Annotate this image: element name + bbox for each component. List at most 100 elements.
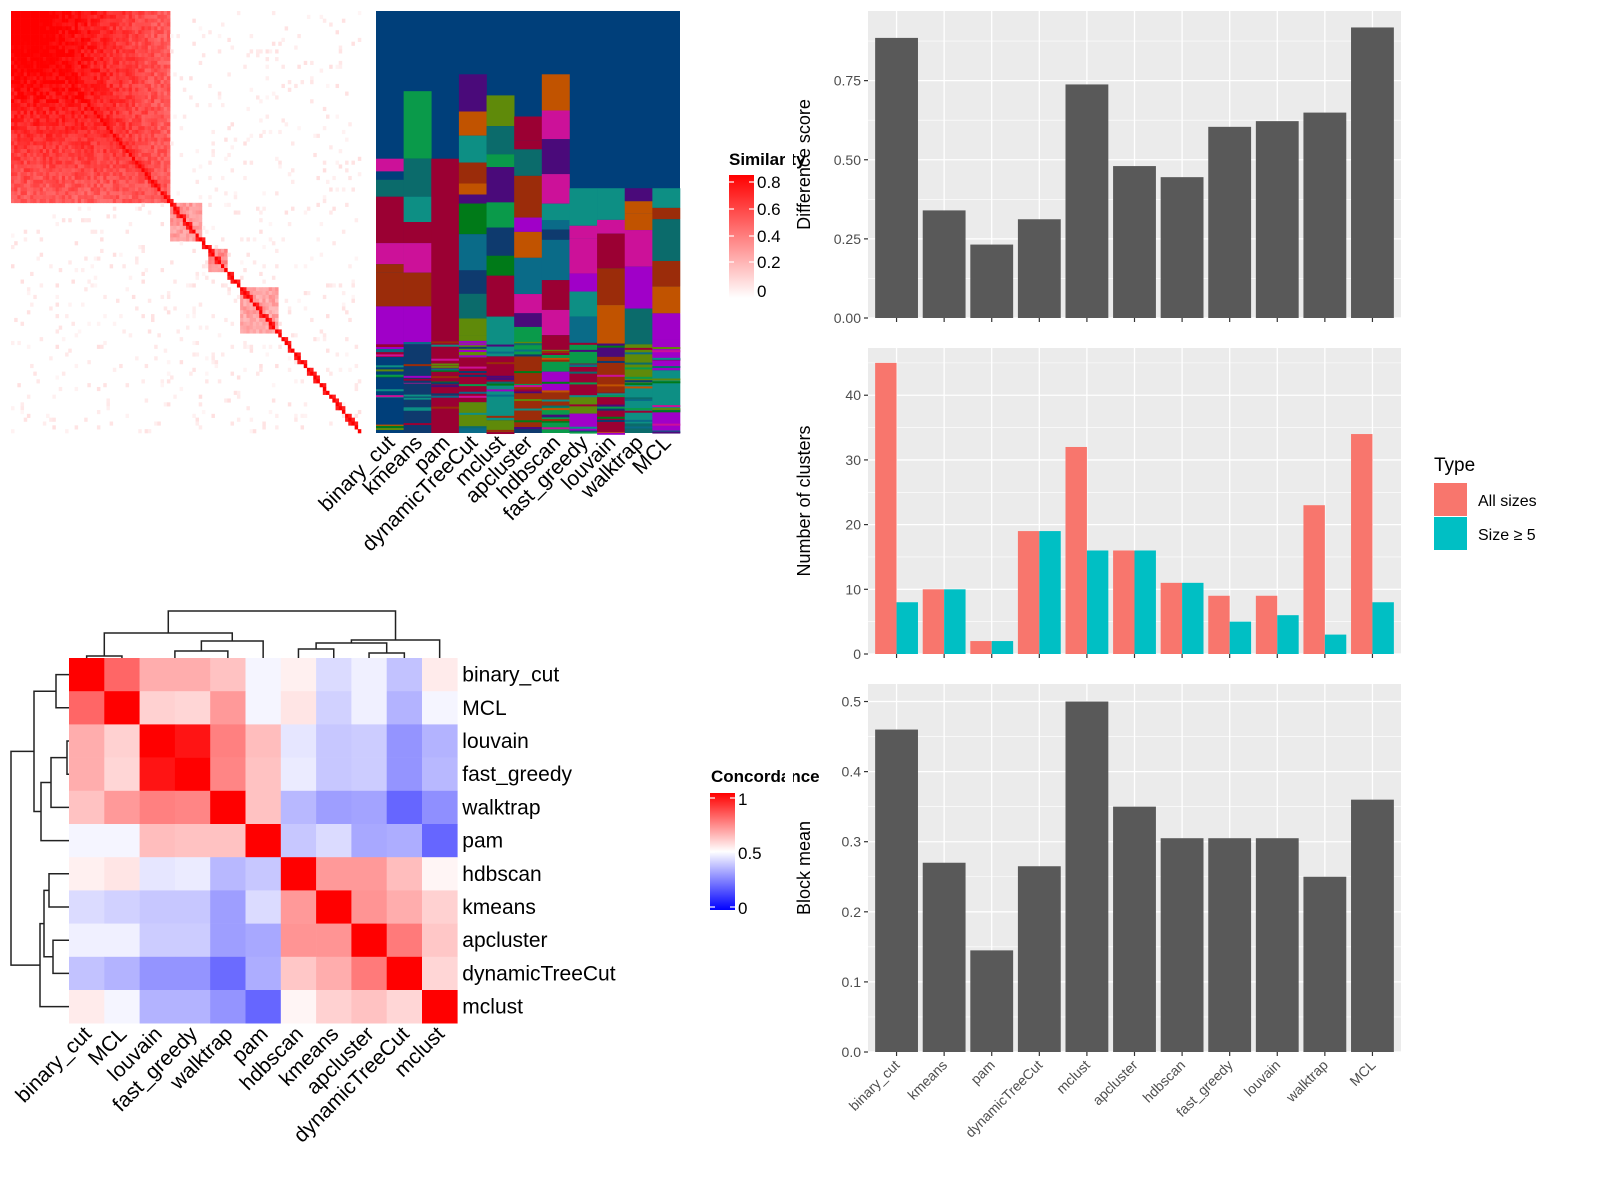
similarity-cell <box>100 114 104 119</box>
similarity-cell <box>112 160 117 165</box>
membership-stripe <box>486 377 515 380</box>
similarity-cell <box>55 83 60 89</box>
similarity-cell <box>182 206 187 211</box>
similarity-cell <box>26 141 31 146</box>
similarity-cell <box>138 187 142 192</box>
similarity-cell <box>141 14 145 19</box>
similarity-cell <box>297 64 301 69</box>
similarity-cell <box>90 141 95 146</box>
similarity-cell <box>52 118 56 123</box>
similarity-cell <box>131 106 136 112</box>
similarity-cell <box>246 53 250 58</box>
similarity-cell <box>119 57 123 62</box>
similarity-cell <box>61 179 66 184</box>
similarity-cell <box>182 87 187 92</box>
similarity-cell <box>135 129 139 135</box>
membership-band <box>652 339 681 371</box>
similarity-cell <box>214 256 219 261</box>
similarity-cell <box>90 99 95 104</box>
similarity-cell <box>36 22 40 27</box>
membership-stripe <box>652 410 681 413</box>
similarity-cell <box>138 106 142 112</box>
similarity-cell <box>195 210 200 215</box>
bar <box>1065 701 1109 1052</box>
similarity-cell <box>338 402 343 407</box>
similarity-cell <box>268 344 273 349</box>
similarity-cell <box>154 114 158 119</box>
similarity-cell <box>90 18 95 23</box>
similarity-cell <box>103 114 107 119</box>
similarity-cell <box>122 45 126 50</box>
similarity-cell <box>224 137 228 142</box>
similarity-cell <box>93 129 98 135</box>
similarity-cell <box>147 179 152 184</box>
similarity-cell <box>341 291 346 296</box>
similarity-cell <box>52 214 56 219</box>
similarity-cell <box>11 175 15 181</box>
membership-band <box>569 363 598 397</box>
similarity-cell <box>77 60 82 66</box>
similarity-cell <box>61 152 66 158</box>
membership-band <box>486 95 515 127</box>
similarity-cell <box>144 57 149 62</box>
similarity-cell <box>154 421 158 426</box>
similarity-cell <box>268 298 273 303</box>
similarity-cell <box>313 152 317 158</box>
membership-band <box>376 264 404 273</box>
similarity-cell <box>173 225 177 230</box>
similarity-cell <box>100 80 104 85</box>
similarity-cell <box>224 156 228 161</box>
similarity-cell <box>243 310 247 315</box>
similarity-cell <box>144 114 149 119</box>
similarity-cell <box>81 76 85 81</box>
similarity-cell <box>135 114 139 119</box>
similarity-cell <box>61 195 66 200</box>
membership-band <box>624 188 653 202</box>
similarity-cell <box>87 206 91 211</box>
similarity-cell <box>87 195 91 200</box>
similarity-cell <box>135 152 139 158</box>
similarity-cell <box>46 26 50 31</box>
similarity-cell <box>84 164 88 169</box>
similarity-cell <box>157 152 161 158</box>
similarity-cell <box>144 152 149 158</box>
similarity-cell <box>163 26 168 31</box>
similarity-cell <box>71 64 75 69</box>
similarity-cell <box>81 41 85 46</box>
similarity-cell <box>77 95 82 100</box>
membership-stripe <box>376 428 404 431</box>
similarity-cell <box>36 256 40 261</box>
membership-stripe <box>514 354 543 357</box>
similarity-cell <box>84 160 88 165</box>
membership-stripe <box>431 369 460 372</box>
similarity-cell <box>135 91 139 96</box>
similarity-cell <box>249 160 254 165</box>
similarity-cell <box>26 76 31 81</box>
similarity-cell <box>77 152 82 158</box>
similarity-cell <box>23 83 28 89</box>
similarity-cell <box>39 49 44 54</box>
similarity-cell <box>192 206 196 211</box>
membership-band <box>514 257 543 295</box>
membership-band <box>458 375 487 403</box>
concordance-cell <box>316 658 352 692</box>
similarity-cell <box>147 45 152 50</box>
similarity-cell <box>125 118 130 123</box>
similarity-cell <box>214 248 219 253</box>
similarity-cell <box>326 83 330 89</box>
similarity-cell <box>157 156 161 161</box>
similarity-cell <box>55 375 60 380</box>
similarity-cell <box>322 390 327 395</box>
similarity-cell <box>246 325 250 330</box>
similarity-cell <box>58 91 63 96</box>
similarity-cell <box>23 99 28 104</box>
similarity-cell <box>319 383 324 388</box>
similarity-cell <box>11 26 15 31</box>
similarity-cell <box>208 175 212 181</box>
legend-label: Size ≥ 5 <box>1478 527 1536 544</box>
similarity-cell <box>166 126 171 131</box>
similarity-cell <box>265 287 270 292</box>
similarity-cell <box>141 41 145 46</box>
similarity-cell <box>103 41 107 46</box>
